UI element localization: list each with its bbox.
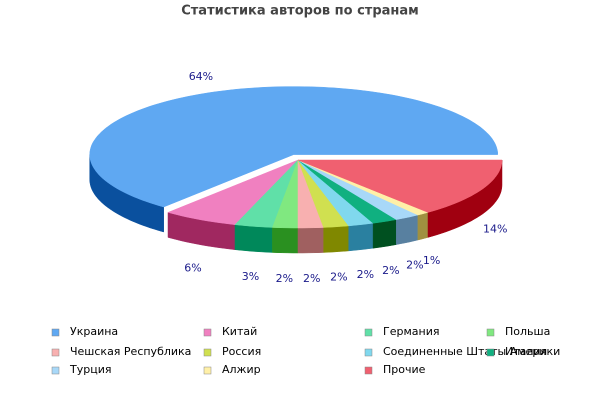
slice-side	[272, 227, 299, 254]
slice-side	[234, 224, 273, 253]
legend-label: Италия	[505, 345, 547, 358]
legend-swatch	[364, 348, 373, 357]
legend-label: Россия	[222, 345, 261, 358]
value-label: 1%	[423, 254, 440, 267]
legend-label: Прочие	[383, 363, 426, 376]
value-label: 2%	[406, 259, 423, 272]
slice	[234, 159, 299, 228]
legend-label: Турция	[69, 363, 111, 376]
legend-swatch	[486, 348, 495, 357]
chart-title: Статистика авторов по странам	[181, 4, 419, 19]
legend-swatch	[486, 328, 495, 337]
slice-side	[396, 214, 419, 245]
slice	[297, 159, 503, 213]
slice-side	[348, 222, 374, 252]
legend-label: Соединенные Штаты Америки	[383, 345, 560, 358]
legend-label: Польша	[505, 325, 550, 338]
slice-side	[372, 219, 397, 249]
slice-side	[323, 225, 349, 253]
slice	[297, 159, 374, 227]
value-label: 2%	[357, 268, 374, 281]
slice	[167, 159, 299, 225]
legend-swatch	[364, 366, 373, 375]
value-label: 14%	[483, 223, 507, 236]
legend-swatch	[364, 328, 373, 337]
legend-swatch	[51, 328, 60, 337]
value-label: 2%	[382, 264, 399, 277]
legend-swatch	[51, 366, 60, 375]
slice-side	[297, 227, 324, 254]
value-label: 2%	[276, 272, 293, 285]
slice-side	[417, 212, 429, 241]
legend-swatch	[203, 366, 212, 375]
legend-swatch	[203, 328, 212, 337]
value-label: 2%	[330, 270, 347, 283]
legend-swatch	[51, 348, 60, 357]
slice	[297, 159, 397, 224]
legend-label: Украина	[70, 325, 118, 338]
legend-swatch	[203, 348, 212, 357]
legend-label: Китай	[222, 325, 257, 338]
slice	[89, 86, 498, 208]
slice	[297, 159, 419, 220]
legend-label: Алжир	[222, 363, 261, 376]
slice	[272, 159, 299, 229]
value-label: 64%	[189, 70, 213, 83]
legend-label: Германия	[383, 325, 439, 338]
value-label: 2%	[303, 272, 320, 285]
value-label: 3%	[242, 270, 259, 283]
value-label: 6%	[184, 261, 201, 274]
legend-label: Чешская Республика	[70, 345, 191, 358]
